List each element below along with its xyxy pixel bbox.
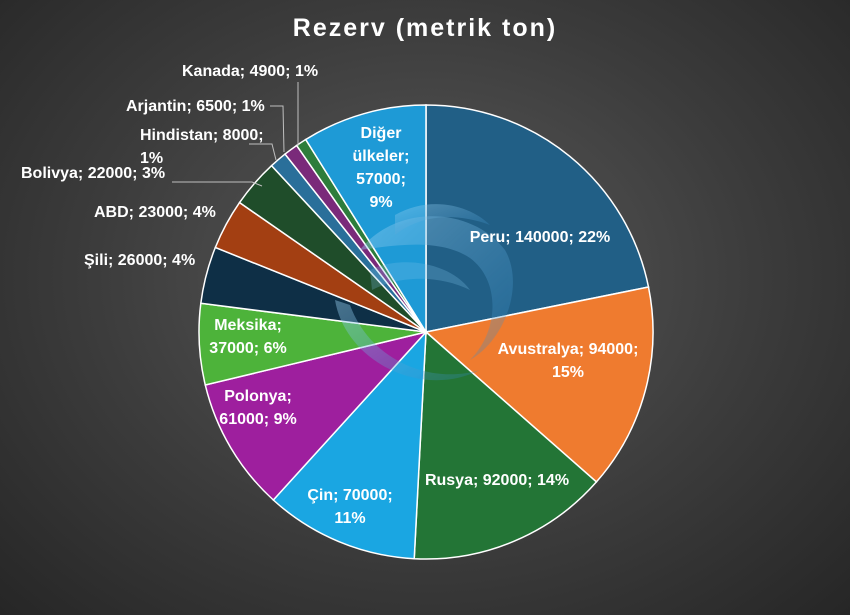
globe-watermark bbox=[335, 204, 513, 381]
data-label-abd: ABD; 23000; 4% bbox=[94, 204, 216, 221]
data-label-cin: Çin; 70000; 11% bbox=[307, 487, 392, 527]
leader-line-bolivya bbox=[172, 181, 263, 187]
pie-slice-cin bbox=[272, 329, 427, 560]
data-label-kanada: Kanada; 4900; 1% bbox=[182, 63, 318, 80]
data-label-diger-ulkeler: Diğer ülkeler; 57000; 9% bbox=[353, 125, 410, 211]
data-label-avustralya: Avustralya; 94000; 15% bbox=[498, 341, 639, 381]
data-label-polonya: Polonya; 61000; 9% bbox=[219, 388, 296, 428]
data-label-hindistan: Hindistan; 8000; 1% bbox=[140, 127, 264, 167]
pie-slice-diger-ulkeler bbox=[304, 104, 427, 335]
data-label-arjantin: Arjantin; 6500; 1% bbox=[126, 98, 265, 115]
data-label-peru: Peru; 140000; 22% bbox=[470, 229, 611, 246]
leader-lines bbox=[172, 82, 299, 187]
leader-line-arjantin bbox=[270, 105, 285, 153]
pie-slices bbox=[198, 104, 654, 560]
data-label-bolivya: Bolivya; 22000; 3% bbox=[21, 165, 165, 182]
data-label-sili: Şili; 26000; 4% bbox=[84, 252, 195, 269]
data-labels: Peru; 140000; 22% Avustralya; 94000; 15% Ru… bbox=[21, 63, 638, 527]
data-label-rusya: Rusya; 92000; 14% bbox=[425, 472, 569, 489]
pie-slice-rusya bbox=[413, 330, 598, 560]
pie-slice-peru bbox=[425, 104, 650, 333]
pie-slice-avustralya bbox=[424, 286, 654, 483]
pie-slice-polonya bbox=[204, 330, 429, 502]
leader-line-hindistan bbox=[249, 143, 277, 161]
data-label-meksika: Meksika; 37000; 6% bbox=[209, 317, 286, 357]
chart-title: Rezerv (metrik ton) bbox=[292, 14, 558, 42]
